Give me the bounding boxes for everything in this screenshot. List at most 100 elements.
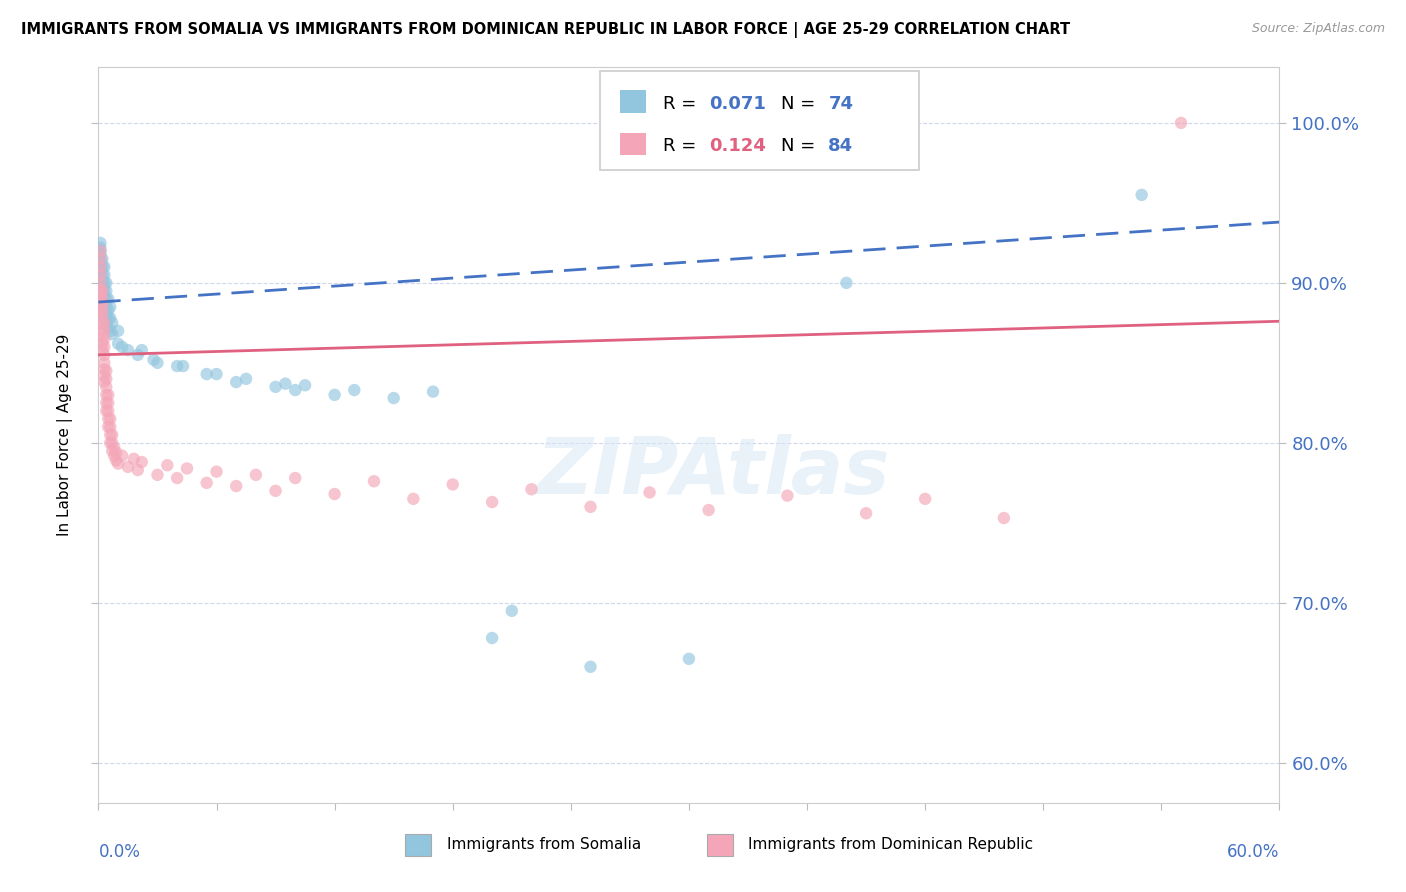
- Point: [579, 500, 602, 514]
- Point: [91, 290, 114, 304]
- Point: [93, 268, 115, 282]
- Point: [205, 367, 228, 381]
- Point: [91, 324, 114, 338]
- Point: [142, 352, 165, 367]
- Point: [97, 420, 120, 434]
- Point: [98, 412, 121, 426]
- Point: [93, 348, 115, 362]
- Point: [101, 443, 124, 458]
- Point: [176, 461, 198, 475]
- Point: [89, 252, 111, 266]
- Point: [993, 511, 1015, 525]
- Point: [91, 252, 114, 266]
- Point: [105, 453, 128, 467]
- Point: [481, 495, 503, 509]
- Point: [89, 235, 111, 250]
- Point: [89, 292, 111, 306]
- Point: [195, 367, 218, 381]
- Point: [93, 260, 115, 274]
- Point: [98, 300, 121, 314]
- Point: [91, 287, 114, 301]
- Point: [97, 396, 120, 410]
- Point: [103, 441, 125, 455]
- Point: [93, 332, 115, 346]
- Point: [91, 311, 114, 326]
- Point: [131, 343, 153, 357]
- Point: [422, 384, 444, 399]
- Point: [111, 449, 134, 463]
- Point: [97, 303, 120, 318]
- Point: [96, 284, 118, 298]
- Point: [638, 485, 661, 500]
- Y-axis label: In Labor Force | Age 25-29: In Labor Force | Age 25-29: [56, 334, 73, 536]
- Point: [93, 304, 115, 318]
- Text: Source: ZipAtlas.com: Source: ZipAtlas.com: [1251, 22, 1385, 36]
- Point: [91, 308, 114, 322]
- Point: [914, 491, 936, 506]
- Point: [96, 276, 118, 290]
- Text: 74: 74: [828, 95, 853, 112]
- Point: [93, 311, 115, 326]
- Point: [98, 311, 121, 326]
- Text: R =: R =: [664, 95, 702, 112]
- Point: [264, 483, 287, 498]
- Point: [284, 383, 307, 397]
- Point: [107, 336, 129, 351]
- Point: [89, 247, 111, 261]
- Point: [96, 292, 118, 306]
- Point: [93, 356, 115, 370]
- Point: [235, 372, 257, 386]
- Point: [481, 631, 503, 645]
- Point: [93, 276, 115, 290]
- Point: [93, 368, 115, 383]
- Point: [91, 336, 114, 351]
- Point: [205, 465, 228, 479]
- Point: [89, 296, 111, 310]
- Text: Immigrants from Dominican Republic: Immigrants from Dominican Republic: [748, 838, 1033, 852]
- Point: [96, 396, 118, 410]
- Point: [97, 311, 120, 326]
- Point: [697, 503, 720, 517]
- Point: [294, 378, 316, 392]
- FancyBboxPatch shape: [600, 70, 920, 170]
- Point: [122, 451, 145, 466]
- Point: [146, 356, 169, 370]
- Point: [91, 318, 114, 332]
- Point: [91, 304, 114, 318]
- Text: 0.0%: 0.0%: [98, 843, 141, 862]
- Text: 0.071: 0.071: [709, 95, 766, 112]
- Point: [855, 506, 877, 520]
- Point: [166, 471, 188, 485]
- Point: [96, 380, 118, 394]
- Point: [146, 467, 169, 482]
- Point: [93, 284, 115, 298]
- Point: [245, 467, 267, 482]
- Text: ZIPAtlas: ZIPAtlas: [536, 434, 890, 509]
- Point: [91, 300, 114, 314]
- Point: [89, 282, 111, 296]
- Point: [93, 296, 115, 310]
- Point: [89, 268, 111, 282]
- FancyBboxPatch shape: [707, 834, 733, 855]
- Point: [93, 375, 115, 389]
- Text: IMMIGRANTS FROM SOMALIA VS IMMIGRANTS FROM DOMINICAN REPUBLIC IN LABOR FORCE | A: IMMIGRANTS FROM SOMALIA VS IMMIGRANTS FR…: [21, 22, 1070, 38]
- Point: [520, 482, 543, 496]
- Point: [678, 652, 700, 666]
- Point: [101, 427, 124, 442]
- Point: [89, 260, 111, 274]
- Point: [264, 380, 287, 394]
- Point: [274, 376, 297, 391]
- Point: [156, 458, 179, 473]
- Point: [91, 330, 114, 344]
- Point: [89, 257, 111, 271]
- Point: [93, 362, 115, 376]
- Point: [93, 324, 115, 338]
- Point: [776, 489, 799, 503]
- Point: [127, 463, 149, 477]
- Text: N =: N =: [782, 95, 821, 112]
- Point: [89, 252, 111, 266]
- Point: [98, 427, 121, 442]
- Point: [91, 276, 114, 290]
- Point: [96, 308, 118, 322]
- Point: [91, 343, 114, 357]
